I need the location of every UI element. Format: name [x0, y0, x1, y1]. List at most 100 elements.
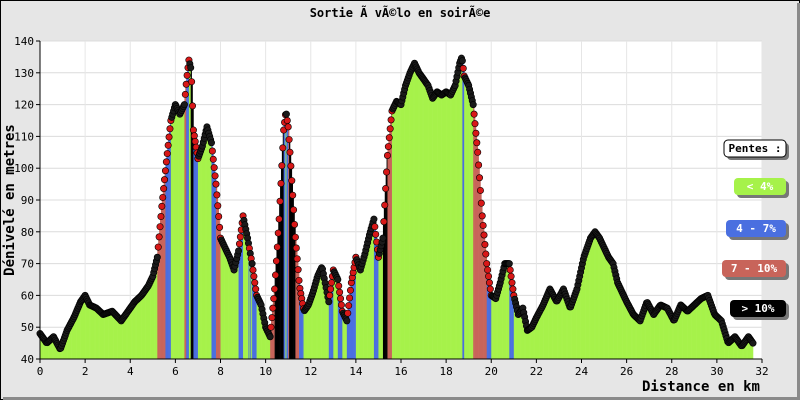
- slope-bar: [445, 91, 447, 359]
- slope-bar: [53, 336, 55, 359]
- slope-bar: [690, 307, 692, 359]
- slope-bar: [731, 339, 733, 359]
- elevation-point: [214, 202, 222, 210]
- elevation-point: [159, 193, 167, 201]
- slope-bar: [718, 318, 720, 359]
- slope-bar: [75, 312, 77, 359]
- slope-bar: [557, 299, 559, 359]
- slope-bar: [152, 272, 155, 359]
- slope-bar: [309, 298, 312, 359]
- slope-bar: [284, 114, 286, 359]
- slope-bar: [275, 261, 277, 359]
- slope-bar: [81, 299, 83, 359]
- slope-bar: [174, 104, 176, 359]
- slope-bar: [539, 309, 542, 359]
- slope-bar: [633, 314, 636, 359]
- slope-bar: [513, 295, 516, 359]
- elevation-point: [268, 314, 276, 322]
- slope-bar: [89, 304, 91, 359]
- slope-bar: [417, 68, 419, 359]
- slope-bar: [582, 259, 584, 359]
- slope-bar: [68, 325, 71, 359]
- slope-bar: [734, 336, 736, 359]
- slope-bar: [612, 262, 614, 359]
- legend-label-3: > 10%: [741, 302, 774, 315]
- slope-bar: [363, 254, 366, 359]
- slope-bar: [320, 267, 322, 359]
- slope-bar: [346, 313, 349, 359]
- elevation-point: [284, 123, 292, 131]
- slope-bar: [662, 306, 664, 359]
- slope-bar: [608, 257, 610, 359]
- slope-bar: [336, 277, 339, 359]
- slope-bar: [50, 338, 53, 359]
- slope-bar: [161, 197, 164, 359]
- slope-bar: [480, 190, 482, 359]
- slope-bar: [401, 96, 404, 359]
- slope-bar: [654, 311, 656, 359]
- slope-bar: [620, 288, 622, 359]
- slope-bar: [474, 114, 476, 359]
- elevation-point: [164, 141, 172, 149]
- slope-bar: [372, 222, 374, 359]
- slope-bar: [577, 280, 580, 359]
- slope-bar: [342, 311, 344, 359]
- slope-bar: [490, 289, 492, 359]
- slope-bar: [49, 340, 51, 359]
- slope-bar: [104, 313, 107, 359]
- elevation-point: [235, 240, 243, 248]
- slope-bar: [628, 305, 630, 359]
- slope-bar: [110, 311, 112, 359]
- slope-bar: [88, 303, 90, 359]
- slope-bar: [697, 300, 700, 359]
- slope-bar: [516, 306, 518, 359]
- slope-bar: [253, 276, 256, 359]
- slope-bar: [60, 345, 62, 359]
- slope-bar: [298, 269, 300, 359]
- elevation-point: [271, 285, 279, 293]
- slope-bar: [40, 334, 43, 359]
- x-tick-label: 6: [172, 365, 179, 378]
- slope-bar: [262, 309, 264, 359]
- slope-bar: [178, 110, 180, 359]
- elevation-point: [161, 167, 169, 175]
- elevation-point: [382, 185, 390, 193]
- slope-bar: [219, 227, 221, 359]
- slope-bar: [639, 319, 641, 359]
- slope-bar: [163, 179, 165, 359]
- slope-bar: [572, 299, 574, 359]
- slope-bar: [532, 323, 534, 359]
- slope-bar: [721, 320, 723, 359]
- slope-bar: [588, 240, 590, 359]
- slope-bar: [195, 141, 197, 359]
- slope-bar: [729, 340, 731, 359]
- slope-bar: [363, 257, 365, 359]
- slope-bar: [387, 146, 389, 359]
- elevation-point: [180, 101, 188, 109]
- elevation-point: [370, 215, 378, 223]
- slope-bar: [179, 112, 182, 360]
- slope-bar: [188, 60, 190, 359]
- y-tick-label: 100: [14, 162, 34, 175]
- slope-bar: [409, 72, 411, 360]
- slope-bar: [685, 309, 687, 359]
- slope-bar: [176, 106, 178, 360]
- slope-bar: [711, 305, 713, 359]
- slope-bar: [751, 340, 753, 359]
- slope-bar: [419, 72, 421, 360]
- slope-bar: [52, 336, 54, 359]
- slope-bar: [244, 224, 247, 359]
- slope-bar: [74, 314, 76, 359]
- elevation-point: [346, 286, 354, 294]
- elevation-point: [292, 244, 300, 252]
- slope-bar: [537, 314, 539, 359]
- y-tick-label: 80: [21, 226, 34, 239]
- slope-bar: [642, 310, 645, 359]
- slope-bar: [232, 264, 234, 359]
- elevation-point: [249, 266, 257, 274]
- slope-bar: [58, 345, 60, 359]
- slope-bar: [150, 280, 152, 359]
- slope-bar: [148, 283, 150, 359]
- slope-bar: [280, 165, 283, 359]
- slope-bar: [345, 318, 348, 359]
